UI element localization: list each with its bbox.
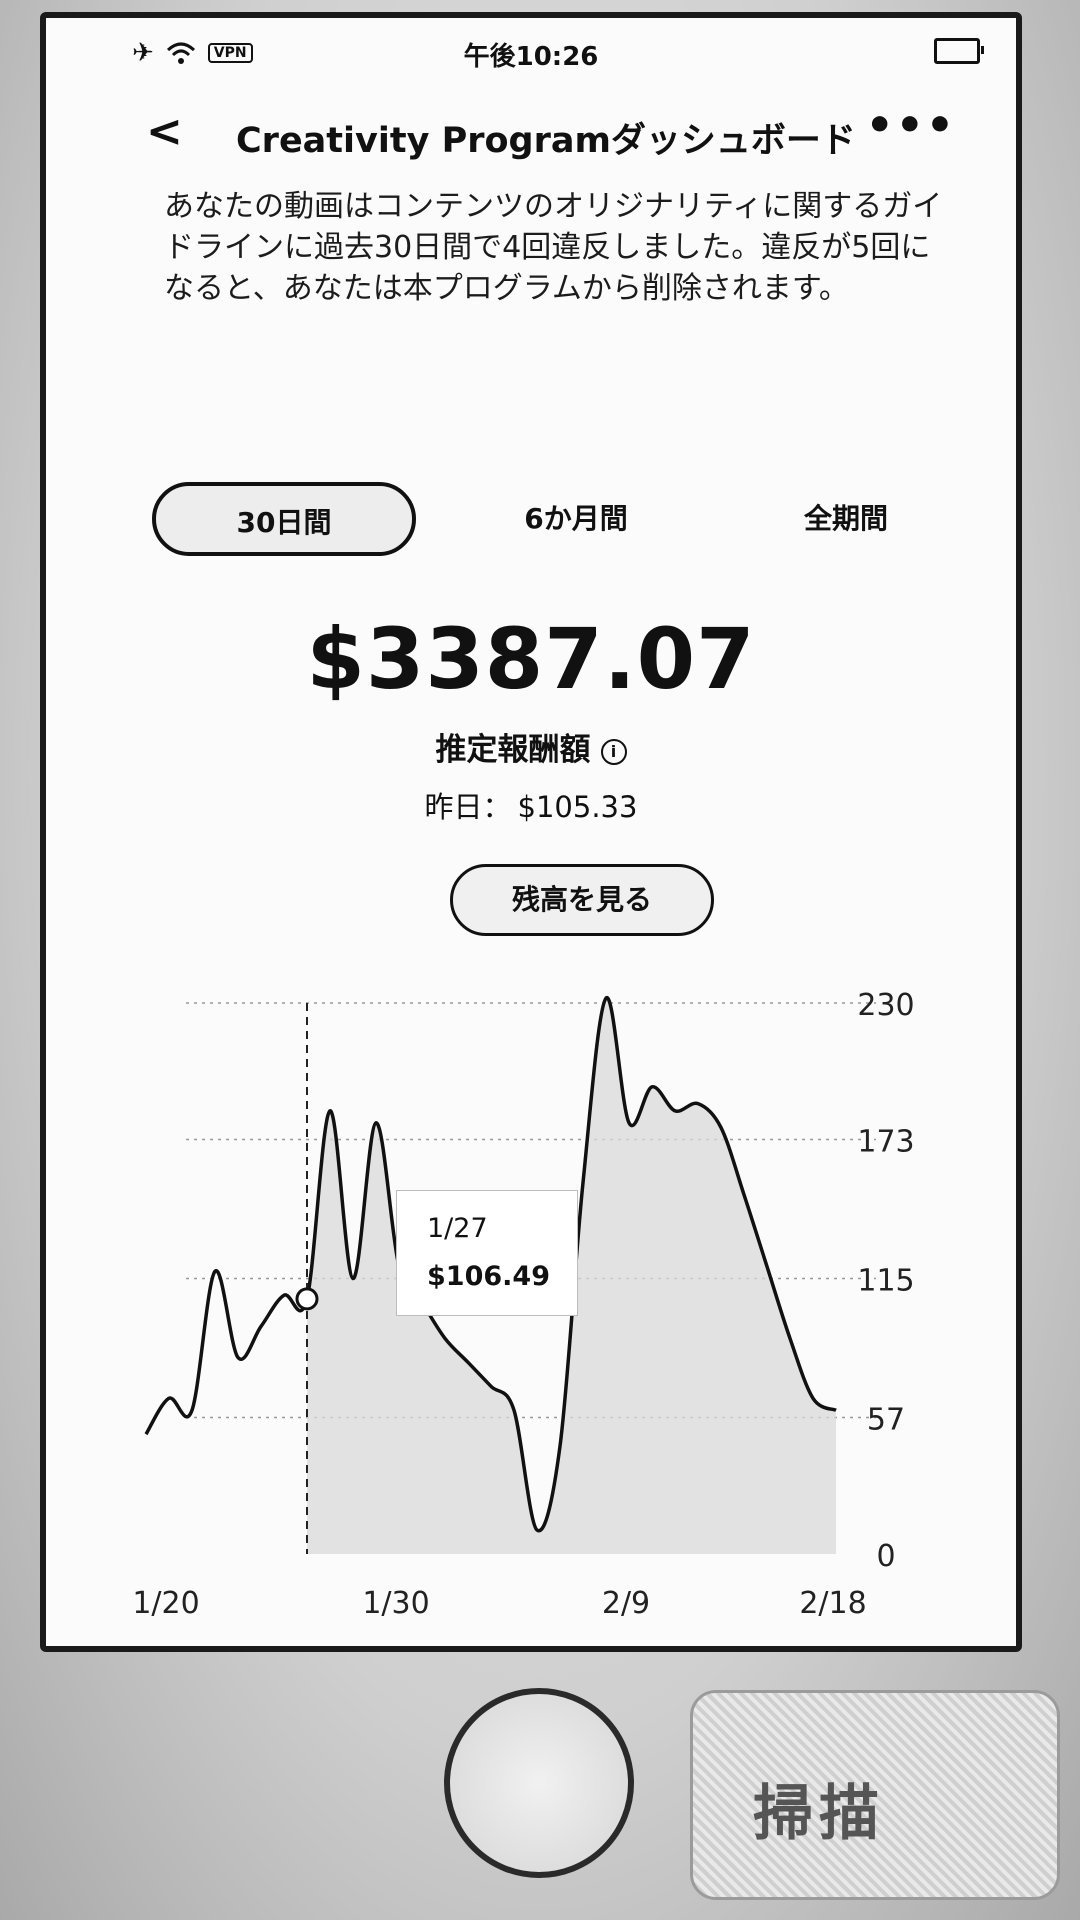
data-point <box>489 1384 493 1388</box>
data-point <box>834 1408 838 1412</box>
y-tick-label: 0 <box>876 1539 895 1574</box>
x-tick-label: 1/20 <box>132 1586 199 1621</box>
data-point <box>443 1336 447 1340</box>
x-tick-label: 2/18 <box>799 1586 866 1621</box>
yesterday-label: 昨日： <box>424 790 512 824</box>
period-tabs: 30日間 6か月間 全期間 <box>46 482 1016 562</box>
data-point <box>512 1408 516 1412</box>
data-point <box>351 1277 355 1281</box>
battery-icon <box>934 38 984 64</box>
chevron-left-icon[interactable]: < <box>146 106 183 157</box>
data-point <box>558 1444 562 1448</box>
data-point <box>788 1336 792 1340</box>
tab-all-time[interactable]: 全期間 <box>803 502 888 535</box>
data-point <box>167 1396 171 1400</box>
data-point <box>765 1265 769 1269</box>
y-tick-label: 57 <box>867 1402 905 1437</box>
yesterday-value: $105.33 <box>517 790 638 824</box>
data-point <box>719 1126 723 1130</box>
estimated-earnings-label-text: 推定報酬額 <box>435 732 591 768</box>
estimated-earnings-amount: $3387.07 <box>306 610 756 708</box>
data-point <box>811 1396 815 1400</box>
data-point <box>374 1121 378 1125</box>
x-tick-label: 2/9 <box>602 1586 650 1621</box>
y-tick-label: 173 <box>857 1125 914 1160</box>
chart-tooltip: 1/27 $106.49 <box>396 1190 578 1316</box>
data-point <box>673 1109 677 1113</box>
violation-notice: あなたの動画はコンテンツのオリジナリティに関するガイドラインに過去30日間で4回… <box>164 189 943 306</box>
data-point <box>213 1269 217 1273</box>
tooltip-date: 1/27 <box>427 1213 488 1244</box>
data-point <box>535 1528 539 1532</box>
x-tick-label: 1/30 <box>362 1586 429 1621</box>
tab-6-months[interactable]: 6か月間 <box>524 502 628 535</box>
status-bar: ✈ VPN 午後10:26 <box>46 18 1016 82</box>
data-point <box>742 1193 746 1197</box>
airplane-icon: ✈ <box>132 38 154 68</box>
yesterday-earnings: 昨日： $105.33 <box>46 784 1016 826</box>
status-icons: ✈ VPN <box>132 38 253 68</box>
data-point <box>236 1356 240 1360</box>
vpn-badge: VPN <box>207 43 253 63</box>
data-point <box>282 1293 286 1297</box>
data-point <box>190 1408 194 1412</box>
nav-bar: < Creativity Programダッシュボード ••• <box>46 94 1016 174</box>
page-title: Creativity Programダッシュボード <box>236 121 856 161</box>
qr-text: 掃描 <box>753 1779 885 1849</box>
data-point <box>144 1432 148 1436</box>
wifi-icon <box>166 42 195 64</box>
data-point <box>259 1324 263 1328</box>
view-balance-button[interactable]: 残高を見る <box>450 864 714 936</box>
home-button[interactable] <box>444 1688 634 1878</box>
tooltip-value: $106.49 <box>427 1261 550 1292</box>
more-horizontal-icon[interactable]: ••• <box>865 100 956 151</box>
area-fill <box>307 997 836 1554</box>
data-point <box>627 1121 631 1125</box>
data-point <box>650 1085 654 1089</box>
status-time: 午後10:26 <box>463 42 599 72</box>
data-point <box>328 1109 332 1113</box>
y-tick-label: 230 <box>857 988 914 1023</box>
info-icon[interactable]: i <box>600 739 627 765</box>
data-point <box>466 1360 470 1364</box>
highlight-point <box>295 1287 319 1311</box>
series-line <box>144 996 837 1533</box>
qr-code-sticker: 掃描 <box>690 1690 1060 1900</box>
estimated-earnings-label: 推定報酬額 i <box>46 724 1016 769</box>
phone-screen: ✈ VPN 午後10:26 < Creativity Programダッシュボー… <box>40 12 1022 1652</box>
data-point <box>696 1102 700 1106</box>
data-point <box>581 1181 585 1185</box>
data-point <box>604 996 608 1000</box>
y-tick-label: 115 <box>857 1264 914 1299</box>
tab-30-days[interactable]: 30日間 <box>152 482 416 556</box>
data-point <box>305 1297 309 1301</box>
earnings-chart[interactable]: 230 173 115 57 0 1/20 1/30 2/9 2/18 <box>46 18 1016 1646</box>
